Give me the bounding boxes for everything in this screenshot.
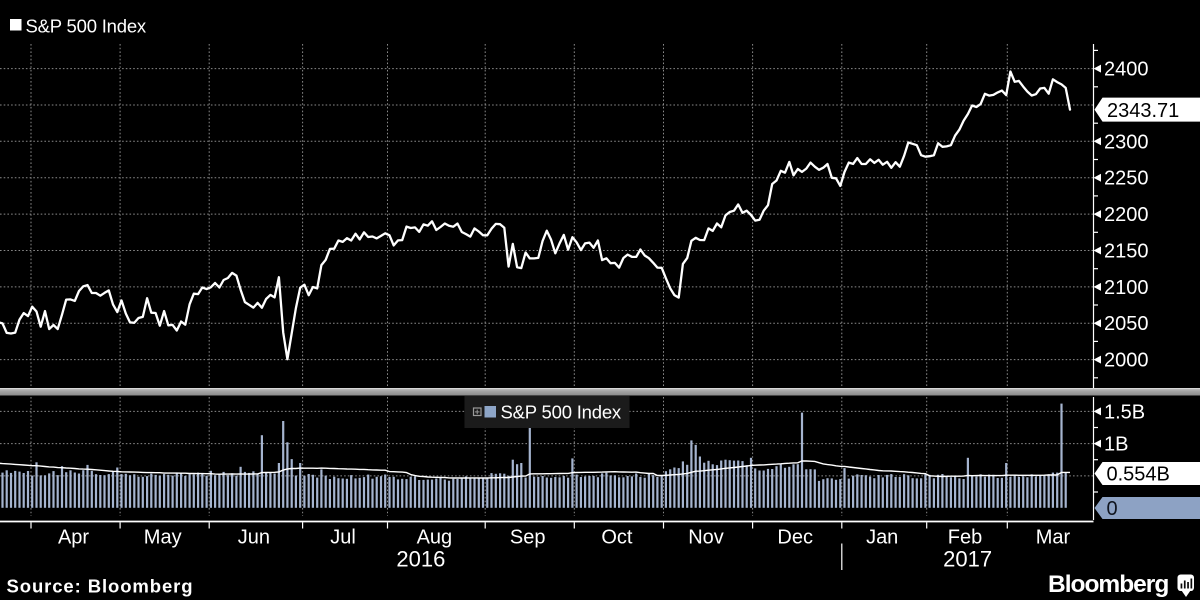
svg-text:2250: 2250: [1104, 168, 1149, 190]
svg-text:0: 0: [1107, 498, 1118, 520]
svg-text:0.554B: 0.554B: [1107, 464, 1170, 486]
svg-text:2300: 2300: [1104, 131, 1149, 153]
svg-text:Source: Bloomberg: Source: Bloomberg: [7, 576, 194, 597]
svg-text:2000: 2000: [1104, 350, 1149, 372]
svg-text:Sep: Sep: [510, 527, 546, 549]
svg-text:Oct: Oct: [601, 527, 633, 549]
svg-text:May: May: [144, 527, 182, 549]
svg-text:Dec: Dec: [777, 527, 813, 549]
svg-text:Feb: Feb: [948, 527, 982, 549]
svg-text:1B: 1B: [1104, 434, 1128, 456]
svg-text:Jan: Jan: [866, 527, 898, 549]
svg-text:S&P 500 Index: S&P 500 Index: [501, 402, 622, 423]
svg-text:Apr: Apr: [58, 527, 89, 549]
svg-text:2016: 2016: [396, 547, 445, 572]
svg-text:2200: 2200: [1104, 204, 1149, 226]
svg-text:2400: 2400: [1104, 59, 1149, 81]
svg-text:1.5B: 1.5B: [1104, 401, 1145, 423]
svg-text:2343.71: 2343.71: [1107, 100, 1179, 122]
svg-text:Nov: Nov: [688, 527, 724, 549]
svg-text:Jul: Jul: [330, 527, 356, 549]
svg-text:2150: 2150: [1104, 241, 1149, 263]
svg-text:2100: 2100: [1104, 277, 1149, 299]
svg-text:Mar: Mar: [1036, 527, 1071, 549]
svg-text:S&P 500 Index: S&P 500 Index: [26, 16, 147, 37]
svg-text:Aug: Aug: [417, 527, 453, 549]
svg-text:Jun: Jun: [238, 527, 270, 549]
svg-text:Bloomberg: Bloomberg: [1048, 571, 1168, 598]
svg-text:2050: 2050: [1104, 313, 1149, 335]
svg-text:2017: 2017: [943, 547, 992, 572]
